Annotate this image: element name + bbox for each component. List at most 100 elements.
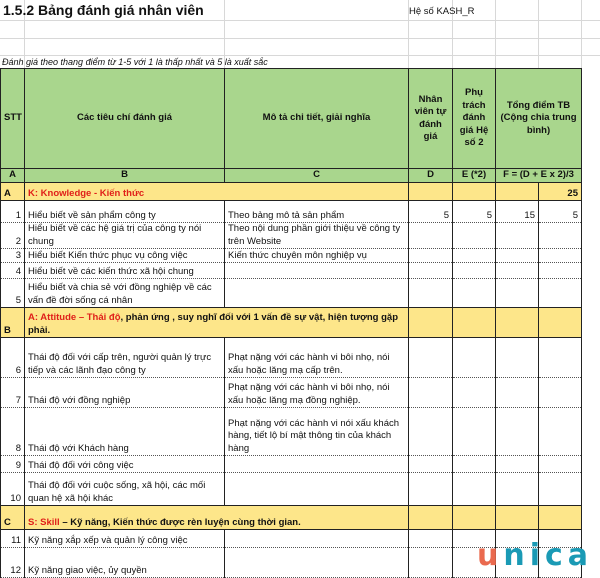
section-code: C bbox=[0, 505, 25, 530]
self-eval-cell[interactable] bbox=[408, 529, 453, 548]
self-eval-cell[interactable] bbox=[408, 455, 453, 473]
self-eval-cell[interactable] bbox=[408, 377, 453, 408]
section-title: S: Skill – Kỹ năng, Kiến thức được rèn l… bbox=[24, 505, 409, 530]
manager-eval-cell[interactable] bbox=[452, 248, 496, 263]
total-cell[interactable] bbox=[495, 222, 539, 249]
manager-eval-cell[interactable] bbox=[452, 455, 496, 473]
description-cell[interactable] bbox=[224, 547, 409, 578]
stt-cell[interactable]: 12 bbox=[0, 547, 25, 578]
table-row: 9 Thái độ đối với công việc bbox=[0, 455, 582, 473]
self-eval-cell[interactable] bbox=[408, 407, 453, 456]
stt-cell[interactable]: 2 bbox=[0, 222, 25, 249]
average-cell[interactable] bbox=[538, 337, 582, 378]
average-cell[interactable]: 5 bbox=[538, 200, 582, 223]
section-row: C S: Skill – Kỹ năng, Kiến thức được rèn… bbox=[0, 505, 582, 530]
manager-eval-cell[interactable] bbox=[452, 222, 496, 249]
criteria-cell[interactable]: Hiểu biết về các kiến thức xã hội chung bbox=[24, 262, 225, 279]
stt-cell[interactable]: 6 bbox=[0, 337, 25, 378]
description-cell[interactable]: Theo nội dung phần giới thiệu về công ty… bbox=[224, 222, 409, 249]
criteria-cell[interactable]: Thái độ với Khách hàng bbox=[24, 407, 225, 456]
self-eval-cell[interactable] bbox=[408, 248, 453, 263]
table-row: 5 Hiểu biết và chia sẻ với đồng nghiệp v… bbox=[0, 278, 582, 308]
manager-eval-cell[interactable]: 5 bbox=[452, 200, 496, 223]
self-eval-cell[interactable] bbox=[408, 547, 453, 578]
manager-eval-cell[interactable] bbox=[452, 377, 496, 408]
total-cell[interactable] bbox=[495, 472, 539, 506]
header-description: Mô tả chi tiết, giải nghĩa bbox=[224, 68, 409, 169]
criteria-cell[interactable]: Thái độ đối với công việc bbox=[24, 455, 225, 473]
average-cell[interactable] bbox=[538, 455, 582, 473]
average-cell[interactable] bbox=[538, 222, 582, 249]
table-row: 3 Hiểu biết Kiến thức phục vụ công việc … bbox=[0, 248, 582, 263]
self-eval-cell[interactable] bbox=[408, 222, 453, 249]
criteria-cell[interactable]: Hiểu biết về các hệ giá trị của công ty … bbox=[24, 222, 225, 249]
total-cell[interactable]: 15 bbox=[495, 200, 539, 223]
description-cell[interactable]: Theo bảng mô tả sản phẩm bbox=[224, 200, 409, 223]
criteria-cell[interactable]: Thái độ với đồng nghiệp bbox=[24, 377, 225, 408]
average-cell[interactable] bbox=[538, 248, 582, 263]
self-eval-cell[interactable] bbox=[408, 337, 453, 378]
description-cell[interactable]: Kiến thức chuyên môn nghiệp vụ bbox=[224, 248, 409, 263]
section-total bbox=[538, 505, 582, 530]
stt-cell[interactable]: 7 bbox=[0, 377, 25, 408]
description-cell[interactable] bbox=[224, 262, 409, 279]
criteria-cell[interactable]: Kỹ năng giao việc, ủy quyền bbox=[24, 547, 225, 578]
evaluation-table: STT Các tiêu chí đánh giá Mô tả chi tiết… bbox=[0, 68, 582, 578]
manager-eval-cell[interactable] bbox=[452, 472, 496, 506]
description-cell[interactable] bbox=[224, 472, 409, 506]
total-cell[interactable] bbox=[495, 262, 539, 279]
total-cell[interactable] bbox=[495, 377, 539, 408]
stt-cell[interactable]: 10 bbox=[0, 472, 25, 506]
average-cell[interactable] bbox=[538, 407, 582, 456]
description-cell[interactable] bbox=[224, 278, 409, 308]
total-cell[interactable] bbox=[495, 337, 539, 378]
table-row: 2 Hiểu biết về các hệ giá trị của công t… bbox=[0, 222, 582, 249]
letter-c: C bbox=[224, 168, 409, 183]
self-eval-cell[interactable] bbox=[408, 262, 453, 279]
average-cell[interactable] bbox=[538, 278, 582, 308]
average-cell[interactable] bbox=[538, 377, 582, 408]
stt-cell[interactable]: 9 bbox=[0, 455, 25, 473]
total-cell[interactable] bbox=[495, 547, 539, 578]
manager-eval-cell[interactable] bbox=[452, 407, 496, 456]
average-cell[interactable] bbox=[538, 529, 582, 548]
table-row: 11 Kỹ năng xắp xếp và quản lý công việc bbox=[0, 529, 582, 548]
header-stt: STT bbox=[0, 68, 25, 169]
self-eval-cell[interactable]: 5 bbox=[408, 200, 453, 223]
section-row: A K: Knowledge - Kiến thức 25 bbox=[0, 182, 582, 201]
total-cell[interactable] bbox=[495, 407, 539, 456]
manager-eval-cell[interactable] bbox=[452, 337, 496, 378]
criteria-cell[interactable]: Hiểu biết và chia sẻ với đồng nghiệp về … bbox=[24, 278, 225, 308]
table-row: 4 Hiểu biết về các kiến thức xã hội chun… bbox=[0, 262, 582, 279]
stt-cell[interactable]: 4 bbox=[0, 262, 25, 279]
section-code: B bbox=[0, 307, 25, 338]
average-cell[interactable] bbox=[538, 472, 582, 506]
description-cell[interactable]: Phạt nặng với các hành vi nói xấu khách … bbox=[224, 407, 409, 456]
stt-cell[interactable]: 3 bbox=[0, 248, 25, 263]
stt-cell[interactable]: 5 bbox=[0, 278, 25, 308]
stt-cell[interactable]: 1 bbox=[0, 200, 25, 223]
rating-note: Đánh giá theo thang điểm từ 1-5 với 1 là… bbox=[2, 57, 268, 67]
description-cell[interactable] bbox=[224, 529, 409, 548]
average-cell[interactable] bbox=[538, 262, 582, 279]
total-cell[interactable] bbox=[495, 248, 539, 263]
description-cell[interactable]: Phạt nặng với các hành vi bôi nhọ, nói x… bbox=[224, 337, 409, 378]
criteria-cell[interactable]: Thái độ đối với cuộc sống, xã hội, các m… bbox=[24, 472, 225, 506]
stt-cell[interactable]: 11 bbox=[0, 529, 25, 548]
section-title: K: Knowledge - Kiến thức bbox=[24, 182, 409, 201]
criteria-cell[interactable]: Thái độ đối với cấp trên, người quản lý … bbox=[24, 337, 225, 378]
criteria-cell[interactable]: Kỹ năng xắp xếp và quản lý công việc bbox=[24, 529, 225, 548]
self-eval-cell[interactable] bbox=[408, 278, 453, 308]
total-cell[interactable] bbox=[495, 455, 539, 473]
table-row: 12 Kỹ năng giao việc, ủy quyền bbox=[0, 547, 582, 578]
table-row: 6 Thái độ đối với cấp trên, người quản l… bbox=[0, 337, 582, 378]
stt-cell[interactable]: 8 bbox=[0, 407, 25, 456]
criteria-cell[interactable]: Hiểu biết Kiến thức phục vụ công việc bbox=[24, 248, 225, 263]
total-cell[interactable] bbox=[495, 278, 539, 308]
manager-eval-cell[interactable] bbox=[452, 278, 496, 308]
description-cell[interactable] bbox=[224, 455, 409, 473]
manager-eval-cell[interactable] bbox=[452, 262, 496, 279]
description-cell[interactable]: Phạt nặng với các hành vi bôi nhọ, nói x… bbox=[224, 377, 409, 408]
criteria-cell[interactable]: Hiểu biết về sản phẩm công ty bbox=[24, 200, 225, 223]
self-eval-cell[interactable] bbox=[408, 472, 453, 506]
